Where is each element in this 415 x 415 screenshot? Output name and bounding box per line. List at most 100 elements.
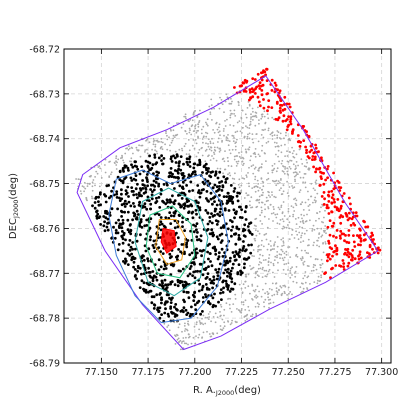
star-point <box>312 165 315 169</box>
star-point <box>261 163 263 166</box>
star-point <box>110 173 112 176</box>
star-point <box>192 113 195 116</box>
star-point <box>159 216 163 219</box>
star-point <box>211 186 215 190</box>
star-point <box>242 301 245 303</box>
star-point <box>91 189 94 192</box>
star-point <box>224 100 227 103</box>
star-point <box>224 150 226 153</box>
star-point <box>199 321 202 324</box>
star-point <box>285 226 288 229</box>
star-point <box>161 162 165 166</box>
star-point <box>172 175 176 179</box>
star-point <box>289 115 293 119</box>
star-point <box>324 271 327 275</box>
star-point <box>330 247 334 251</box>
star-point <box>246 126 249 129</box>
star-point <box>162 224 166 228</box>
star-point <box>146 152 149 155</box>
star-point <box>136 182 139 186</box>
star-point <box>192 261 196 264</box>
star-point <box>295 266 298 268</box>
star-point <box>324 178 327 182</box>
star-point <box>135 165 139 169</box>
star-point <box>347 229 351 232</box>
star-point <box>210 98 213 101</box>
star-point <box>191 170 195 174</box>
star-point <box>284 143 286 146</box>
contour-level-3 <box>134 187 209 297</box>
star-point <box>258 275 260 278</box>
star-point <box>98 215 102 219</box>
star-point <box>292 171 295 174</box>
star-point <box>186 311 190 315</box>
star-point <box>322 242 324 245</box>
star-point <box>219 149 222 152</box>
star-point <box>196 163 200 167</box>
star-point <box>146 148 148 151</box>
star-point <box>250 87 254 91</box>
y-axis-label-unit: (deg) <box>8 173 19 200</box>
star-point <box>236 130 239 133</box>
star-point <box>294 218 297 220</box>
star-point <box>187 322 189 325</box>
star-point <box>182 123 185 125</box>
star-point <box>306 288 309 290</box>
star-point <box>216 128 219 131</box>
star-point <box>159 188 163 191</box>
star-point <box>317 237 320 239</box>
star-point <box>169 128 172 131</box>
star-point <box>167 314 171 318</box>
star-point <box>275 142 278 144</box>
star-point <box>322 203 326 206</box>
star-point <box>249 200 251 203</box>
star-point <box>171 194 174 198</box>
star-point <box>276 130 279 132</box>
star-point <box>353 223 357 227</box>
star-point <box>99 167 102 170</box>
star-point <box>319 170 322 174</box>
star-point <box>222 172 225 175</box>
star-point <box>184 281 188 284</box>
star-point <box>208 182 212 185</box>
star-point <box>315 179 318 182</box>
star-point <box>322 251 325 254</box>
star-point <box>288 105 292 109</box>
star-point <box>309 219 311 222</box>
star-point <box>157 184 161 188</box>
star-point <box>257 189 260 192</box>
star-point <box>342 262 346 265</box>
star-point <box>152 307 156 310</box>
star-point <box>233 158 236 161</box>
star-point <box>359 239 363 243</box>
star-point <box>214 149 217 152</box>
density-contours <box>76 75 379 351</box>
star-point <box>338 189 342 192</box>
star-point <box>302 181 304 184</box>
star-point <box>207 143 209 145</box>
star-point <box>327 190 331 194</box>
star-point <box>258 198 261 201</box>
star-point <box>255 116 258 118</box>
star-point <box>326 167 329 171</box>
star-point <box>249 204 251 207</box>
star-point <box>182 306 186 310</box>
star-point <box>209 159 212 162</box>
star-point <box>269 203 272 206</box>
star-point <box>271 248 274 251</box>
star-point <box>264 128 266 131</box>
star-point <box>258 104 262 108</box>
star-point <box>218 130 221 133</box>
star-point <box>254 166 257 169</box>
star-point <box>230 97 232 100</box>
star-point <box>141 179 145 182</box>
star-point <box>330 224 334 228</box>
star-point <box>222 271 226 275</box>
star-point <box>158 206 162 209</box>
star-point <box>86 185 89 188</box>
star-point <box>203 164 207 168</box>
star-point <box>115 157 117 160</box>
star-point <box>274 241 276 244</box>
star-point <box>129 245 133 249</box>
star-point <box>166 300 169 304</box>
